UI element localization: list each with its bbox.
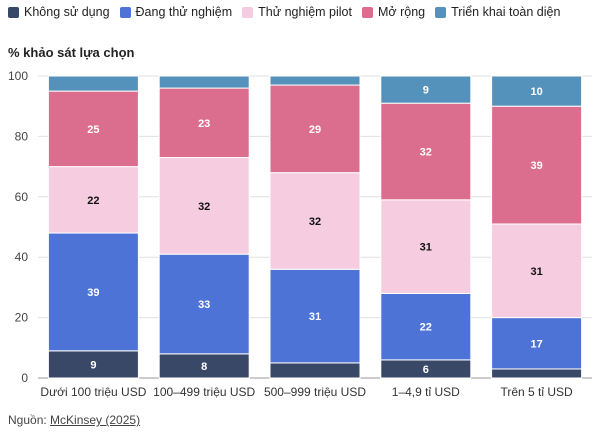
data-label: 6 <box>423 364 429 376</box>
chart-legend: Không sử dụng Đang thử nghiệm Thử nghiệm p… <box>8 5 598 19</box>
bar-segment <box>47 90 139 168</box>
legend-item: Mở rộng <box>362 5 425 19</box>
bar-segment <box>491 317 583 370</box>
bar-segment <box>47 232 139 352</box>
data-label: 32 <box>420 147 432 159</box>
bar-segment <box>491 75 583 107</box>
source-link[interactable]: McKinsey (2025) <box>50 413 141 427</box>
bar-segment <box>380 102 472 201</box>
legend-item: Thử nghiệm pilot <box>242 5 352 19</box>
data-label: 31 <box>309 311 321 323</box>
bar-segment <box>380 75 472 104</box>
data-label: 23 <box>198 118 210 130</box>
bar-segment <box>47 75 139 92</box>
y-tick-label: 60 <box>15 190 29 204</box>
bar-segment <box>269 172 361 270</box>
data-label: 39 <box>530 160 542 172</box>
bar-segment <box>158 157 250 255</box>
data-label: 22 <box>420 322 432 334</box>
legend-item: Không sử dụng <box>8 5 110 19</box>
data-label: 31 <box>530 266 542 278</box>
bar-segment <box>269 84 361 174</box>
legend-label: Triển khai toàn diện <box>451 5 561 19</box>
legend-label: Mở rộng <box>378 5 426 19</box>
legend-swatch <box>242 6 254 18</box>
bar-segment <box>380 199 472 294</box>
bar-segment <box>380 292 472 361</box>
y-tick-label: 40 <box>15 250 29 264</box>
legend-swatch <box>362 6 373 18</box>
y-tick-label: 80 <box>15 129 29 143</box>
data-label: 31 <box>420 242 432 254</box>
bar-segment <box>158 253 250 355</box>
legend-item: Đang thử nghiệm <box>119 5 233 19</box>
bar-segment <box>158 87 250 159</box>
legend-item: Triển khai toàn diện <box>435 5 560 19</box>
data-label: 9 <box>423 85 429 97</box>
x-tick-label: 100–499 triệu USD <box>153 385 255 399</box>
legend-swatch <box>119 6 131 18</box>
data-label: 22 <box>87 195 99 207</box>
data-label: 25 <box>87 124 99 136</box>
bar-segment <box>269 362 361 379</box>
data-label: 33 <box>198 299 210 311</box>
chart-title: % khảo sát lựa chọn <box>8 45 135 60</box>
bar-segment <box>158 75 250 89</box>
legend-swatch <box>435 6 447 18</box>
bar-segment <box>491 105 583 225</box>
legend-label: Thử nghiệm pilot <box>258 5 352 19</box>
x-tick-label: 500–999 triệu USD <box>264 385 366 399</box>
x-tick-label: 1–4,9 tỉ USD <box>392 385 460 399</box>
data-label: 29 <box>309 124 321 136</box>
x-tick-label: Trên 5 tỉ USD <box>500 385 573 399</box>
bar-segment <box>47 166 139 234</box>
bar-segment <box>491 368 583 379</box>
data-label: 8 <box>201 361 207 373</box>
data-label: 17 <box>530 338 542 350</box>
data-label: 9 <box>90 359 96 371</box>
data-label: 10 <box>530 86 542 98</box>
data-label: 32 <box>309 216 321 228</box>
y-tick-label: 20 <box>15 311 29 325</box>
legend-label: Không sử dụng <box>24 5 110 19</box>
source-prefix: Nguồn: <box>8 413 51 427</box>
y-tick-label: 0 <box>21 371 28 385</box>
stacked-bar-chart: 0 20 40 60 80 100 9 39 22 25 Dưới 100 triệu USD 8 33… <box>8 69 592 399</box>
legend-swatch <box>8 6 19 18</box>
source-note: Nguồn: McKinsey (2025) <box>8 413 140 427</box>
data-label: 39 <box>87 287 99 299</box>
bar-segment <box>269 75 361 86</box>
data-label: 32 <box>198 201 210 213</box>
bar-segment <box>491 223 583 319</box>
x-tick-label: Dưới 100 triệu USD <box>40 385 146 399</box>
y-tick-label: 100 <box>8 69 28 83</box>
legend-label: Đang thử nghiệm <box>135 5 233 19</box>
